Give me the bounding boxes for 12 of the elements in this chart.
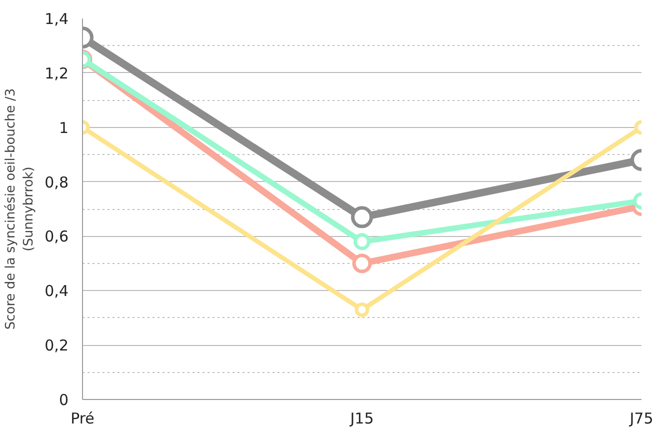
y-axis-title: Score de la syncinésie oeil-bouche /3 (Sunnybrrok) [4, 88, 37, 330]
x-tick-label: J75 [628, 410, 654, 428]
y-tick-label: 0,4 [44, 282, 69, 300]
y-tick-label: 1 [58, 118, 69, 137]
y-tick-label: 0,8 [44, 173, 69, 192]
y-tick-label: 1,4 [44, 10, 69, 28]
y-tick-label: 0,6 [44, 228, 69, 246]
y-tick-label: 0,2 [44, 336, 69, 355]
x-tick-label: Pré [70, 410, 94, 428]
y-tick-label: 0 [58, 391, 69, 409]
x-tick-label: J15 [349, 410, 374, 428]
y-tick-label: 1,2 [44, 64, 69, 82]
